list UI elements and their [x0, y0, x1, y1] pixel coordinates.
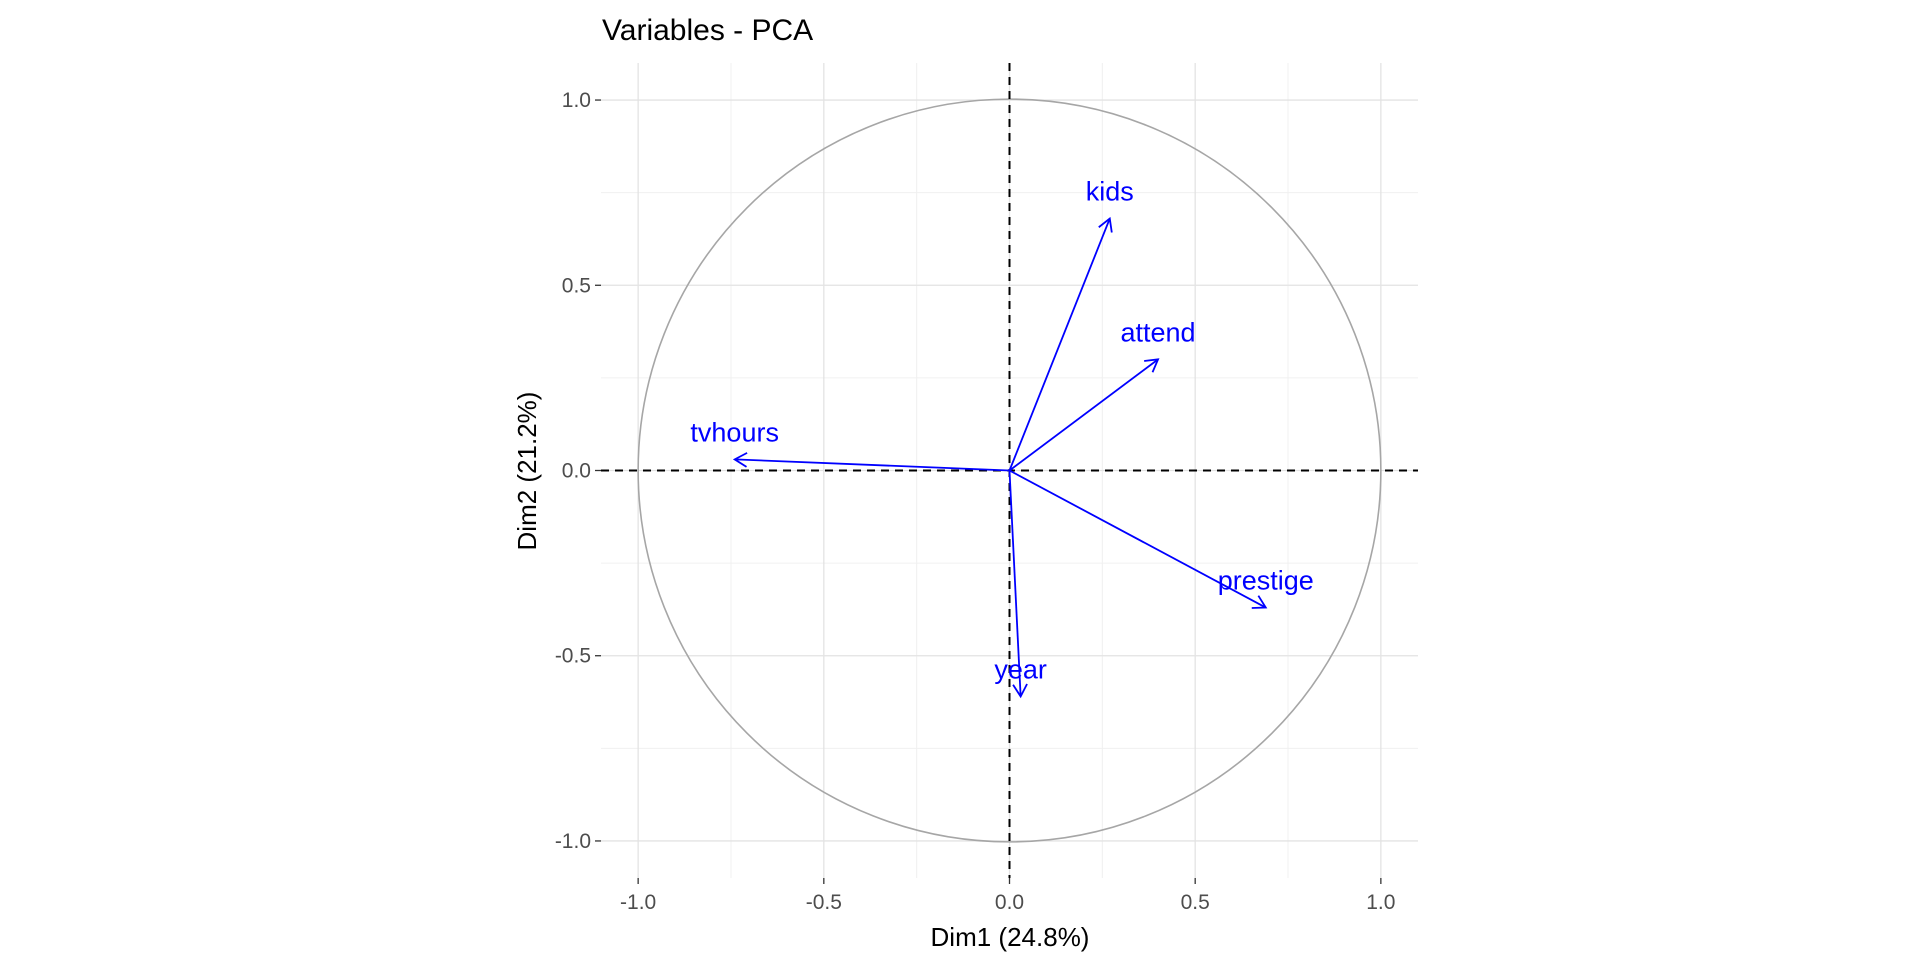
unit-circle — [637, 98, 1382, 843]
arrow-tvhours — [734, 458, 1010, 472]
y-tick-label: 1.0 — [562, 89, 591, 112]
y-axis-ticks: -1.0 -0.5 0.0 0.5 1.0 — [555, 89, 601, 853]
arrow-kids — [1008, 218, 1111, 471]
x-tick-label: -0.5 — [806, 891, 842, 914]
label-attend: attend — [1121, 317, 1196, 347]
x-tick-label: 0.5 — [1181, 891, 1210, 914]
x-tick-label: 0.0 — [995, 891, 1024, 914]
arrowhead-prestige — [1251, 595, 1268, 609]
label-prestige: prestige — [1218, 566, 1314, 596]
label-tvhours: tvhours — [690, 417, 779, 447]
y-tick-label: 0.0 — [562, 460, 591, 483]
x-tick-label: -1.0 — [620, 891, 656, 914]
arrowhead-kids — [1098, 216, 1113, 233]
y-tick-label: 0.5 — [562, 274, 591, 297]
x-axis-ticks: -1.0 -0.5 0.0 0.5 1.0 — [620, 878, 1395, 914]
x-axis-title: Dim1 (24.8%) — [931, 922, 1090, 952]
x-tick-label: 1.0 — [1366, 891, 1395, 914]
y-tick-label: -0.5 — [555, 645, 591, 668]
chart-title: Variables - PCA — [602, 14, 813, 47]
label-kids: kids — [1086, 177, 1134, 207]
y-axis-title: Dim2 (21.2%) — [512, 392, 542, 551]
arrow-attend — [1008, 358, 1159, 472]
label-year: year — [994, 654, 1047, 684]
variable-arrows: kids attend tvhours prestige year — [690, 177, 1314, 699]
y-tick-label: -1.0 — [555, 830, 591, 853]
arrowhead-attend — [1144, 358, 1160, 373]
arrow-year — [1008, 470, 1022, 697]
arrowhead-year — [1012, 683, 1028, 699]
arrowhead-tvhours — [732, 452, 748, 468]
arrow-prestige — [1009, 469, 1267, 609]
